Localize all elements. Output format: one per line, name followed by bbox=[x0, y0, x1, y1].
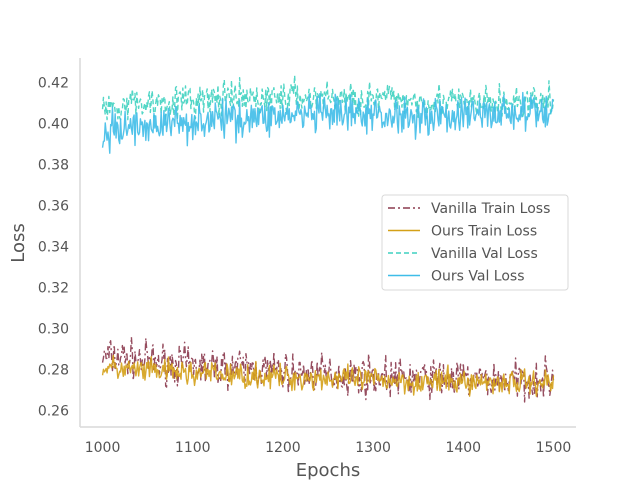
y-tick-label: 0.30 bbox=[38, 322, 69, 338]
x-tick-label: 1200 bbox=[265, 440, 301, 456]
legend-label: Vanilla Train Loss bbox=[431, 201, 550, 217]
y-ticks: 0.26 0.28 0.30 0.32 0.34 0.36 0.38 0.40 0.42 bbox=[38, 76, 69, 420]
y-tick-label: 0.32 bbox=[38, 281, 69, 297]
legend-label: Ours Val Loss bbox=[431, 269, 525, 285]
x-tick-label: 1000 bbox=[85, 440, 121, 456]
series-line-ours-train-loss bbox=[101, 354, 555, 397]
x-tick-label: 1500 bbox=[536, 440, 572, 456]
y-tick-label: 0.28 bbox=[38, 363, 69, 379]
legend-box bbox=[381, 194, 569, 291]
x-tick-label: 1300 bbox=[355, 440, 391, 456]
y-tick-label: 0.26 bbox=[38, 404, 69, 420]
x-axis-label: Epochs bbox=[296, 460, 361, 480]
legend-label: Vanilla Val Loss bbox=[431, 246, 538, 262]
legend-label: Ours Train Loss bbox=[431, 224, 537, 240]
legend: Vanilla Train Loss Ours Train Loss Vanilla… bbox=[381, 194, 569, 291]
x-ticks: 1000 1100 1200 1300 1400 1500 bbox=[85, 440, 572, 456]
series-layer bbox=[101, 74, 555, 403]
y-axis-label: Loss bbox=[8, 223, 29, 262]
series-line-ours-val-loss bbox=[101, 91, 554, 154]
y-tick-label: 0.36 bbox=[38, 199, 69, 215]
x-tick-label: 1400 bbox=[445, 440, 481, 456]
y-tick-label: 0.40 bbox=[38, 117, 69, 133]
y-tick-label: 0.42 bbox=[38, 76, 69, 92]
y-tick-label: 0.34 bbox=[38, 240, 69, 256]
y-tick-label: 0.38 bbox=[38, 158, 69, 174]
x-tick-label: 1100 bbox=[175, 440, 211, 456]
series-line-vanilla-val-loss bbox=[101, 74, 555, 122]
